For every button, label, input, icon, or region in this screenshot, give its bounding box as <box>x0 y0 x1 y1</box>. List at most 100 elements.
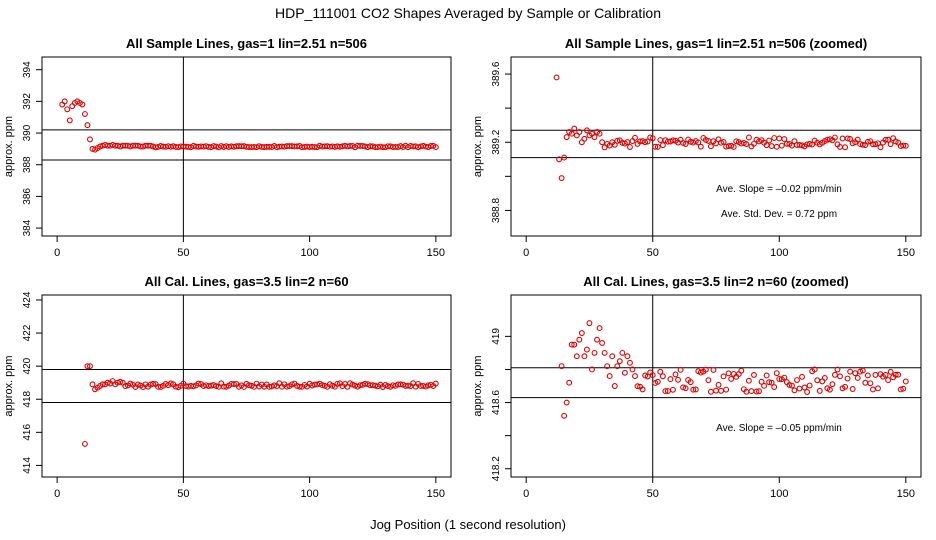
y-tick-label: 389.6 <box>491 61 502 86</box>
y-tick-label: 418.2 <box>491 456 502 481</box>
plot-frame <box>510 294 922 478</box>
x-tick-label: 50 <box>177 247 189 259</box>
data-point <box>867 380 874 387</box>
data-point <box>654 143 661 150</box>
data-point <box>619 349 626 356</box>
data-point <box>566 379 573 386</box>
data-point <box>897 386 904 393</box>
data-point <box>649 372 656 379</box>
data-point <box>556 156 563 163</box>
data-point <box>763 372 770 379</box>
annotation-std-dev: Ave. Std. Dev. = 0.72 ppm <box>721 209 837 220</box>
y-tick-label: 392 <box>22 93 33 110</box>
data-point <box>558 363 565 370</box>
data-point <box>877 144 884 151</box>
data-point <box>859 141 866 148</box>
data-point <box>596 325 603 332</box>
data-point <box>743 141 750 148</box>
data-point <box>675 376 681 383</box>
data-point <box>81 111 88 117</box>
data-point <box>864 372 871 379</box>
data-point <box>869 386 876 393</box>
data-point <box>64 106 71 113</box>
x-tick-label: 100 <box>770 488 788 500</box>
panel-all-cal-lines: All Cal. Lines, gas=3.5 lin=2 n=60 appro… <box>3 274 452 500</box>
data-point <box>283 383 290 390</box>
data-point <box>753 388 760 395</box>
data-point <box>682 141 689 147</box>
data-point <box>892 371 899 378</box>
data-point <box>745 134 752 141</box>
data-point <box>266 383 273 390</box>
data-point <box>821 375 828 381</box>
data-point <box>707 388 714 395</box>
data-point <box>571 341 578 348</box>
data-point <box>81 440 88 447</box>
data-point <box>887 141 894 148</box>
data-point <box>664 138 671 145</box>
data-point <box>122 383 129 390</box>
data-point <box>347 142 353 149</box>
plot-frame <box>41 294 452 478</box>
data-point <box>733 138 740 145</box>
data-point <box>97 143 104 150</box>
data-point <box>563 134 570 141</box>
data-point <box>611 383 618 389</box>
data-point <box>563 399 570 406</box>
x-tick-label: 0 <box>523 247 529 259</box>
data-point <box>842 144 849 151</box>
data-point <box>657 368 664 375</box>
data-point <box>677 366 684 373</box>
y-tick-label: 420 <box>22 357 33 374</box>
data-point <box>152 144 159 151</box>
data-point <box>195 380 202 387</box>
data-point <box>690 386 697 393</box>
x-tick-label: 50 <box>647 247 659 259</box>
y-tick-label: 384 <box>22 219 33 236</box>
data-point <box>781 374 788 381</box>
y-tick-label: 388 <box>22 156 33 173</box>
data-point <box>786 381 793 388</box>
data-point <box>862 379 869 386</box>
y-tick-label: 416 <box>22 424 33 441</box>
data-point <box>720 138 727 145</box>
data-point <box>771 135 778 141</box>
data-point <box>614 363 621 370</box>
data-point <box>415 144 422 151</box>
data-point <box>553 74 560 81</box>
data-point <box>707 143 714 150</box>
data-point <box>890 135 897 142</box>
data-point <box>887 368 894 375</box>
y-tick-label: 419 <box>491 328 502 345</box>
data-point <box>61 98 68 105</box>
x-tick-label: 150 <box>427 247 445 259</box>
plot-area: 0 50 100 150 388.8 389.2 389.6 <box>491 56 922 259</box>
panel-title: All Cal. Lines, gas=3.5 lin=2 n=60 <box>144 274 348 289</box>
data-point <box>804 389 811 395</box>
panel-title: All Sample Lines, gas=1 lin=2.51 n=506 <box>126 36 367 51</box>
x-tick-label: 50 <box>177 488 189 500</box>
data-point <box>882 136 889 143</box>
data-point <box>756 388 762 395</box>
data-point <box>568 341 575 348</box>
data-point <box>627 144 633 150</box>
data-point <box>84 122 91 129</box>
data-point <box>859 367 866 374</box>
plot-frame <box>41 56 452 237</box>
data-point <box>705 377 712 384</box>
data-point <box>844 135 851 142</box>
data-point <box>854 374 861 381</box>
data-point <box>730 143 737 150</box>
annotation-slope: Ave. Slope = –0.05 ppm/min <box>716 423 842 434</box>
data-point <box>837 373 843 380</box>
data-point <box>806 382 813 389</box>
data-point <box>826 386 833 393</box>
x-tick-label: 150 <box>897 247 915 259</box>
data-point <box>632 373 638 380</box>
data-point <box>832 134 838 141</box>
data-point <box>604 363 611 370</box>
data-point <box>773 143 780 150</box>
data-point <box>670 386 676 393</box>
data-point <box>788 382 795 389</box>
data-point <box>654 378 661 385</box>
